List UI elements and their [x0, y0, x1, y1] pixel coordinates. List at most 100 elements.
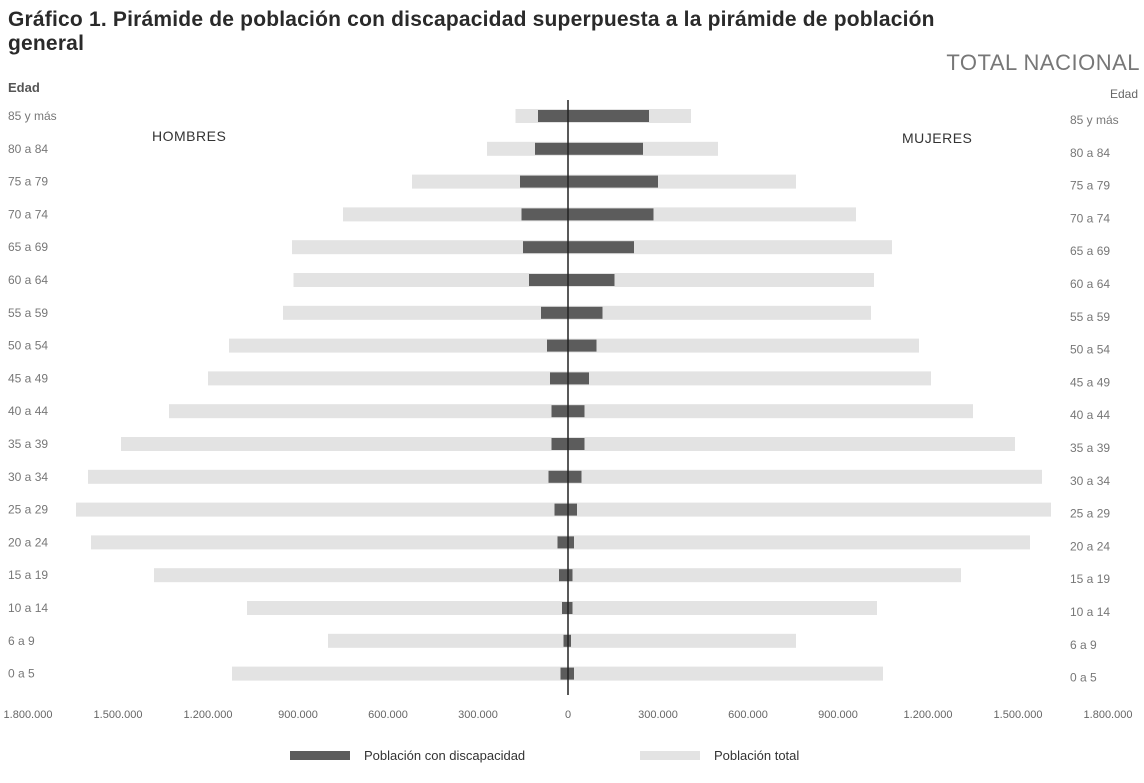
bar-disability-women-15: [568, 602, 573, 614]
bar-total-women-12: [568, 502, 1051, 517]
bar-total-women-11: [568, 469, 1042, 484]
bar-total-men-3: [343, 207, 568, 222]
x-tick-label-10: 1.200.000: [904, 709, 953, 721]
age-label-right-4: 65 a 69: [1070, 244, 1110, 258]
age-label-right-17: 0 a 5: [1070, 671, 1097, 685]
men-label: HOMBRES: [152, 128, 227, 144]
bar-total-women-6: [568, 305, 871, 320]
bar-disability-women-16: [568, 634, 571, 647]
age-label-left-9: 40 a 44: [8, 404, 48, 418]
legend-label-total: Población total: [714, 748, 800, 763]
bar-total-men-5: [293, 273, 568, 287]
bar-disability-men-3: [521, 208, 568, 221]
bar-total-men-13: [91, 535, 568, 550]
age-label-left-7: 50 a 54: [8, 339, 48, 353]
age-label-left-12: 25 a 29: [8, 503, 48, 517]
x-tick-label-3: 900.000: [278, 709, 318, 721]
age-label-right-16: 6 a 9: [1070, 638, 1097, 652]
bar-disability-men-1: [535, 142, 568, 155]
x-tick-label-6: 0: [565, 709, 571, 721]
age-label-left-16: 6 a 9: [8, 634, 35, 648]
bar-disability-men-16: [563, 634, 568, 647]
bar-disability-men-11: [548, 470, 568, 483]
age-label-right-13: 20 a 24: [1070, 539, 1110, 553]
bar-disability-men-8: [550, 372, 568, 385]
bar-total-men-12: [76, 502, 568, 517]
age-label-right-2: 75 a 79: [1070, 179, 1110, 193]
age-label-right-14: 15 a 19: [1070, 572, 1110, 586]
bar-disability-men-17: [560, 667, 568, 680]
age-label-right-9: 40 a 44: [1070, 408, 1110, 422]
bar-total-men-6: [283, 305, 568, 320]
bar-disability-women-1: [568, 142, 643, 155]
bar-total-men-10: [121, 437, 568, 451]
bar-disability-women-3: [568, 208, 654, 221]
bar-disability-women-12: [568, 503, 577, 516]
bar-disability-women-9: [568, 405, 585, 418]
x-tick-label-8: 600.000: [728, 709, 768, 721]
bar-disability-women-13: [568, 536, 574, 549]
x-tick-label-11: 1.500.000: [994, 709, 1043, 721]
women-label: MUJERES: [902, 130, 973, 146]
bar-disability-men-7: [547, 339, 568, 352]
bar-total-women-15: [568, 601, 877, 615]
bar-disability-men-14: [559, 569, 568, 582]
age-label-left-14: 15 a 19: [8, 568, 48, 582]
bar-disability-men-15: [562, 602, 568, 614]
bar-total-women-8: [568, 371, 931, 386]
bar-disability-men-0: [538, 110, 568, 122]
bar-disability-men-10: [551, 438, 568, 450]
bar-disability-women-2: [568, 175, 658, 188]
age-label-right-7: 50 a 54: [1070, 343, 1110, 357]
bar-total-women-4: [568, 240, 892, 255]
age-label-left-1: 80 a 84: [8, 142, 48, 156]
age-label-right-15: 10 a 14: [1070, 605, 1110, 619]
bar-disability-men-13: [557, 536, 568, 549]
y-axis-label-right: Edad: [1109, 87, 1138, 101]
age-label-left-8: 45 a 49: [8, 371, 48, 385]
age-label-left-3: 70 a 74: [8, 207, 48, 221]
bar-total-men-8: [208, 371, 568, 386]
legend-item-disability: Población con discapacidad: [290, 748, 525, 763]
bar-disability-women-7: [568, 339, 597, 352]
age-label-left-13: 20 a 24: [8, 535, 48, 549]
bar-total-women-13: [568, 535, 1030, 550]
age-label-left-15: 10 a 14: [8, 601, 48, 615]
bar-disability-women-14: [568, 569, 573, 582]
bar-disability-women-6: [568, 306, 603, 319]
age-label-right-8: 45 a 49: [1070, 375, 1110, 389]
bar-disability-men-4: [523, 241, 568, 254]
bar-total-men-9: [169, 404, 568, 419]
bar-total-women-16: [568, 633, 796, 648]
chart-title: Gráfico 1. Pirámide de población con dis…: [8, 8, 935, 55]
bar-total-women-17: [568, 666, 883, 681]
bar-total-women-9: [568, 404, 973, 419]
age-label-left-0: 85 y más: [8, 109, 57, 123]
age-label-right-12: 25 a 29: [1070, 507, 1110, 521]
y-axis-label-left: Edad: [8, 80, 40, 95]
x-tick-label-1: 1.500.000: [94, 709, 143, 721]
bar-total-men-4: [292, 240, 568, 255]
bar-total-men-17: [232, 666, 568, 681]
bar-disability-men-2: [520, 175, 568, 188]
bar-disability-women-8: [568, 372, 589, 385]
age-label-left-5: 60 a 64: [8, 273, 48, 287]
age-label-left-17: 0 a 5: [8, 667, 35, 681]
x-tick-label-7: 300.000: [638, 709, 678, 721]
bar-total-women-14: [568, 568, 961, 583]
legend-item-total: Población total: [640, 748, 799, 763]
legend-label-disability: Población con discapacidad: [364, 748, 526, 763]
bar-total-men-15: [247, 601, 568, 615]
age-label-left-6: 55 a 59: [8, 306, 48, 320]
bar-total-women-10: [568, 437, 1015, 451]
x-tick-label-0: 1.800.000: [4, 709, 53, 721]
age-label-right-1: 80 a 84: [1070, 146, 1110, 160]
chart-subtitle: TOTAL NACIONAL: [946, 50, 1140, 75]
bar-total-men-16: [328, 633, 568, 648]
bar-disability-women-11: [568, 470, 582, 483]
legend-swatch-total: [640, 751, 700, 760]
bar-total-men-14: [154, 568, 568, 583]
bar-disability-men-9: [551, 405, 568, 418]
age-label-left-2: 75 a 79: [8, 175, 48, 189]
